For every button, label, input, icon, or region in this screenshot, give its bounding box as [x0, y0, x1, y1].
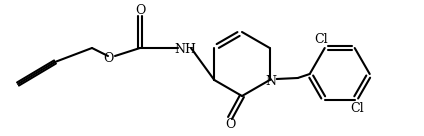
Text: Cl: Cl [314, 33, 327, 46]
Text: O: O [103, 52, 113, 64]
Text: O: O [135, 4, 145, 16]
Text: N: N [265, 75, 276, 87]
Text: NH: NH [174, 43, 196, 55]
Text: O: O [225, 118, 235, 132]
Text: Cl: Cl [350, 103, 363, 115]
